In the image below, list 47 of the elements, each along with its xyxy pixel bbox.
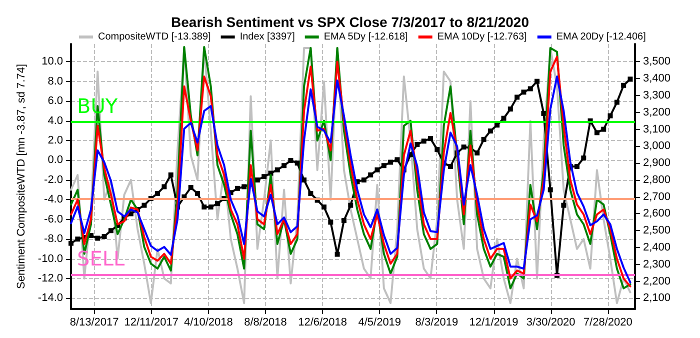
x-tick-label: 7/28/2020 [583,316,632,328]
x-tick-label: 3/30/2020 [526,316,576,328]
chart-title: Bearish Sentiment vs SPX Close 7/3/2017 to 8/21/2020 [171,14,530,30]
y2-tick-label: 2,200 [643,275,671,288]
x-tick-label: 12/6/2018 [298,316,348,328]
y-tick-label: 10.0 [42,56,63,68]
x-tick-label: 8/3/2019 [415,316,458,328]
legend-label: EMA 20Dy [-12.406] [556,32,646,42]
ref-line-label: BUY [77,94,118,118]
y2-tick-label: 3,000 [643,140,671,152]
y2-tick-label: 2,900 [643,157,671,170]
y2-tick-label: 3,100 [643,123,671,136]
y2-tick-label: 3,500 [643,56,671,68]
x-tick-label: 12/11/2017 [124,316,178,328]
x-tick-label: 4/10/2018 [184,316,233,328]
y2-tick-label: 2,700 [643,190,671,203]
y2-tick-label: 3,400 [643,72,671,85]
y-tick-label: 2.0 [48,134,63,147]
legend-label: CompositeWTD [-13.389] [98,32,212,42]
x-tick-label: 8/13/2017 [70,316,119,328]
y2-tick-label: 3,300 [643,90,671,102]
y2-tick-label: 2,100 [643,292,671,304]
y-axis-title: Sentiment CompositeWTD [mn -3.87, sd 7.74] [16,64,28,289]
ref-line-label: SELL [77,246,126,271]
y-tick-label: -10.0 [38,252,63,265]
x-tick-label: 12/1/2019 [469,316,518,328]
y-tick-label: 4.0 [48,114,63,127]
y-tick-label: -12.0 [38,272,63,284]
y2-tick-label: 2,400 [643,242,671,254]
legend-label: Index [3397] [240,32,296,42]
y2-tick-label: 2,600 [643,208,671,220]
legend-label: EMA 10Dy [-12.763] [437,32,528,42]
y-tick-label: -14.0 [38,292,63,304]
y2-tick-label: 2,500 [643,224,671,237]
y-tick-label: -6.0 [44,213,63,226]
y-tick-label: -4.0 [44,194,63,206]
y2-tick-label: 2,800 [643,174,671,186]
y-tick-label: 6.0 [48,95,63,108]
y2-tick-label: 2,300 [643,258,671,270]
y-tick-label: 0.0 [48,154,63,166]
x-tick-label: 4/5/2019 [358,316,402,328]
y2-tick-label: 3,200 [643,106,671,118]
legend-label: EMA 5Dy [-12.618] [324,32,408,42]
y-tick-label: -2.0 [44,174,63,186]
x-tick-label: 8/8/2018 [244,316,287,328]
y-tick-label: -8.0 [44,233,63,246]
y-tick-label: 8.0 [48,75,63,88]
